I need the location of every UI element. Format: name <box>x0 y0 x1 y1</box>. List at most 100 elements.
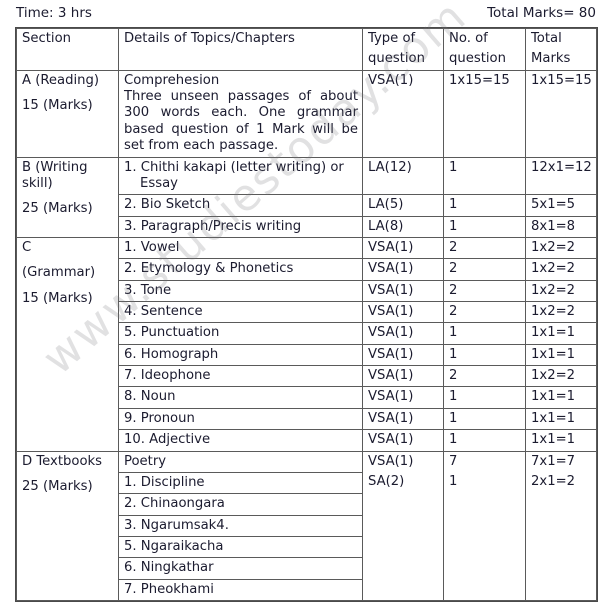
section-d-type-line1: VSA(1) <box>368 453 414 469</box>
table-row-section-d-6: 6. Ningkathar <box>17 557 597 580</box>
section-c-row-1-total: 1x2=2 <box>525 236 597 260</box>
table-row-section-d-7: 7. Pheokhami <box>17 578 597 602</box>
section-c-row-8-no: 1 <box>443 386 526 409</box>
section-c-row-2-total: 1x2=2 <box>525 258 597 281</box>
section-c-row-4-details: 4. Sentence <box>118 301 363 324</box>
section-b-label-line2: 25 (Marks) <box>22 201 93 217</box>
section-c-row-4-total: 1x2=2 <box>525 301 597 324</box>
section-b-row-1-no: 1 <box>443 156 526 196</box>
section-c-row-10-type: VSA(1) <box>362 429 444 452</box>
section-a-details-title: Comprehesion <box>124 72 220 88</box>
section-b-row-2-no: 1 <box>443 194 526 217</box>
header-total-line2: Marks <box>531 51 571 67</box>
table-row-section-b-1: B (Writing skill) 25 (Marks) 1. Chithi k… <box>16 156 597 238</box>
section-c-row-6-type: VSA(1) <box>362 343 444 367</box>
header-cell-type: Type of question <box>362 28 444 71</box>
section-a-label-line1: A (Reading) <box>22 72 100 88</box>
section-c-label: C (Grammar) 15 (Marks) <box>16 236 119 452</box>
table-row-section-c-8: 8. Noun VSA(1) 1 1x1=1 <box>17 386 597 409</box>
section-d-label-line2: 25 (Marks) <box>22 478 93 494</box>
header-cell-details: Details of Topics/Chapters <box>118 28 363 71</box>
section-c-row-10-details: 10. Adjective <box>118 429 363 452</box>
section-d-label: D Textbooks 25 (Marks) <box>16 450 119 602</box>
section-c-row-4-type: VSA(1) <box>362 301 444 324</box>
exam-meta-bar: Time: 3 hrs Total Marks= 80 <box>16 5 596 21</box>
section-a-total: 1x15=15 <box>525 69 597 158</box>
section-c-label-line3: 15 (Marks) <box>22 290 93 306</box>
section-c-row-8-total: 1x1=1 <box>525 386 597 409</box>
section-a-label-line2: 15 (Marks) <box>22 98 93 114</box>
section-c-row-3-total: 1x2=2 <box>525 279 597 303</box>
exam-time: Time: 3 hrs <box>16 5 92 21</box>
section-c-row-5-total: 1x1=1 <box>525 322 597 345</box>
section-c-row-6-details: 6. Homograph <box>118 343 363 367</box>
section-d-total: 7x1=7 2x1=2 <box>525 450 597 602</box>
section-c-row-4-no: 2 <box>443 301 526 324</box>
section-a-details-body: Three unseen passages of about 300 words… <box>124 89 358 154</box>
section-a-label: A (Reading) 15 (Marks) <box>16 69 119 158</box>
table-row-section-d-3: 2. Chinaongara <box>17 493 597 516</box>
section-c-row-5-type: VSA(1) <box>362 322 444 345</box>
section-d-row-4-details: 3. Ngarumsak4. <box>118 514 363 537</box>
header-cell-total: Total Marks <box>525 28 597 71</box>
section-d-total-line2: 2x1=2 <box>531 473 576 489</box>
section-c-row-7-no: 2 <box>443 365 526 388</box>
section-d-type: VSA(1) SA(2) <box>362 450 444 602</box>
section-c-row-3-no: 2 <box>443 279 526 303</box>
section-c-row-3-details: 3. Tone <box>118 279 363 303</box>
section-c-row-10-total: 1x1=1 <box>525 429 597 452</box>
section-b-label: B (Writing skill) 25 (Marks) <box>16 156 119 238</box>
table-row-section-a: A (Reading) 15 (Marks) Comprehesion Thre… <box>16 69 597 158</box>
exam-total-marks: Total Marks= 80 <box>487 5 596 21</box>
table-row-section-c-2: 2. Etymology & Phonetics VSA(1) 2 1x2=2 <box>17 258 597 281</box>
section-b-row-1-details: 1. Chithi kakapi (letter writing) or Ess… <box>118 156 363 196</box>
section-c-row-6-total: 1x1=1 <box>525 343 597 367</box>
section-d-row-5-details: 5. Ngaraikacha <box>118 535 363 559</box>
section-c-row-8-details: 8. Noun <box>118 386 363 409</box>
section-b-row-2-details: 2. Bio Sketch <box>118 194 363 217</box>
section-d-row-1-details: Poetry <box>118 450 363 473</box>
section-b-row-3-total: 8x1=8 <box>525 215 597 238</box>
section-c-row-1-no: 2 <box>443 236 526 260</box>
section-d-row-3-details: 2. Chinaongara <box>118 493 363 516</box>
section-d-total-line1: 7x1=7 <box>531 453 576 469</box>
header-type-line2: question <box>368 51 425 67</box>
section-b-row-1-total: 12x1=12 <box>525 156 597 196</box>
section-b-row-3-no: 1 <box>443 215 526 238</box>
section-c-row-5-details: 5. Punctuation <box>118 322 363 345</box>
syllabus-table: Section Details of Topics/Chapters Type … <box>15 26 598 603</box>
section-c-row-9-total: 1x1=1 <box>525 407 597 431</box>
table-row-section-d-4: 3. Ngarumsak4. <box>17 514 597 537</box>
section-c-label-line2: (Grammar) <box>22 265 96 281</box>
section-d-no-line1: 7 <box>449 453 458 469</box>
section-c-row-8-type: VSA(1) <box>362 386 444 409</box>
header-no-line1: No. of <box>449 31 488 46</box>
header-cell-section: Section <box>16 28 119 71</box>
section-c-row-5-no: 1 <box>443 322 526 345</box>
section-c-row-7-total: 1x2=2 <box>525 365 597 388</box>
section-c-row-7-details: 7. Ideophone <box>118 365 363 388</box>
table-body: A (Reading) 15 (Marks) Comprehesion Thre… <box>16 69 597 602</box>
section-c-row-3-type: VSA(1) <box>362 279 444 303</box>
section-b-row-1-type: LA(12) <box>362 156 444 196</box>
section-d-no-line2: 1 <box>449 473 458 489</box>
header-row: Section Details of Topics/Chapters Type … <box>16 28 597 71</box>
table-row-section-c-6: 6. Homograph VSA(1) 1 1x1=1 <box>17 343 597 367</box>
section-c-row-2-no: 2 <box>443 258 526 281</box>
table-row-section-d-1: D Textbooks 25 (Marks) Poetry VSA(1) SA(… <box>16 450 597 602</box>
section-c-row-1-details: 1. Vowel <box>118 236 363 260</box>
section-b-label-line1: B (Writing skill) <box>22 159 88 191</box>
section-b-row-2-total: 5x1=5 <box>525 194 597 217</box>
section-a-details: Comprehesion Three unseen passages of ab… <box>118 69 363 158</box>
table-row-section-c-1: C (Grammar) 15 (Marks) 1. Vowel VSA(1) 2… <box>16 236 597 452</box>
section-c-row-7-type: VSA(1) <box>362 365 444 388</box>
section-b-row-2-type: LA(5) <box>362 194 444 217</box>
section-c-row-6-no: 1 <box>443 343 526 367</box>
section-d-no: 7 1 <box>443 450 526 602</box>
section-c-row-9-no: 1 <box>443 407 526 431</box>
section-c-row-9-type: VSA(1) <box>362 407 444 431</box>
section-a-no: 1x15=15 <box>443 69 526 158</box>
section-c-label-line1: C <box>22 239 32 255</box>
section-d-row-2-details: 1. Discipline <box>118 471 363 495</box>
section-a-type: VSA(1) <box>362 69 444 158</box>
